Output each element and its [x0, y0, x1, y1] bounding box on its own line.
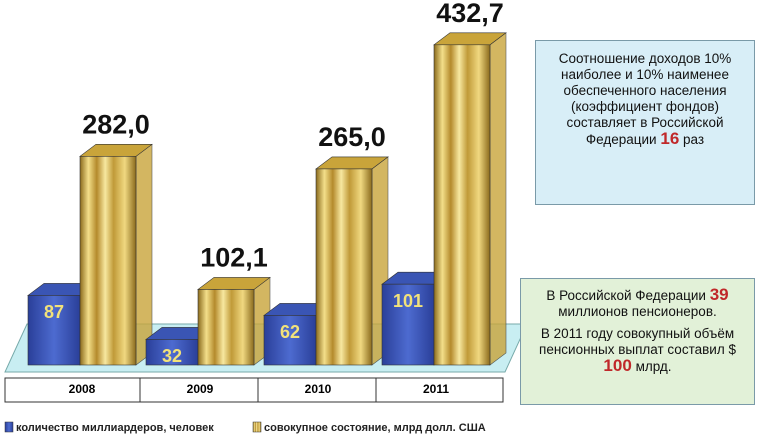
- value-label: 282,0: [82, 109, 150, 139]
- legend-label: количество миллиардеров, человек: [16, 422, 214, 434]
- bar: [315, 168, 373, 366]
- x-tick-label: 2011: [423, 382, 449, 396]
- legend-swatch: [4, 421, 14, 433]
- bar-side: [489, 32, 507, 366]
- note-box: В Российской Федерации 39 миллионов пенс…: [520, 278, 755, 405]
- value-label: 102,1: [200, 243, 268, 273]
- bar: [79, 156, 137, 366]
- note-highlight: 16: [660, 129, 680, 148]
- bar: [263, 315, 317, 366]
- x-tick-label: 2008: [69, 382, 96, 396]
- note-text: Соотношение доходов 10% наиболее и 10% н…: [558, 51, 732, 147]
- note-text: миллионов пенсионеров.: [558, 304, 717, 319]
- value-label: 87: [44, 302, 64, 322]
- x-tick-label: 2009: [187, 382, 214, 396]
- bar-side: [135, 143, 153, 366]
- bar: [381, 283, 435, 366]
- bar: [145, 339, 199, 366]
- value-label: 265,0: [318, 122, 386, 152]
- value-label: 32: [162, 346, 182, 366]
- value-label: 432,7: [436, 0, 504, 28]
- legend-label: совокупное состояние, млрд долл. США: [264, 422, 486, 434]
- bar: [197, 289, 255, 366]
- value-label: 62: [280, 322, 300, 342]
- note-highlight: 100: [603, 356, 632, 375]
- note-box: Соотношение доходов 10% наиболее и 10% н…: [535, 40, 755, 205]
- category-band: [4, 377, 504, 403]
- note-text: В 2011 году совокупный объём пенсионных …: [539, 326, 736, 357]
- x-tick-label: 2010: [305, 382, 332, 396]
- note-highlight: 39: [709, 285, 729, 304]
- legend-swatch: [252, 421, 262, 433]
- note-paragraph: В 2011 году совокупный объём пенсионных …: [527, 326, 748, 375]
- bar: [433, 44, 491, 366]
- note-paragraph: В Российской Федерации 39 миллионов пенс…: [527, 285, 748, 320]
- value-label: 101: [393, 291, 423, 311]
- note-paragraph: Соотношение доходов 10% наиболее и 10% н…: [542, 51, 748, 148]
- note-text: млрд.: [635, 359, 672, 374]
- note-text: В Российской Федерации: [546, 288, 706, 303]
- note-text: раз: [683, 132, 705, 147]
